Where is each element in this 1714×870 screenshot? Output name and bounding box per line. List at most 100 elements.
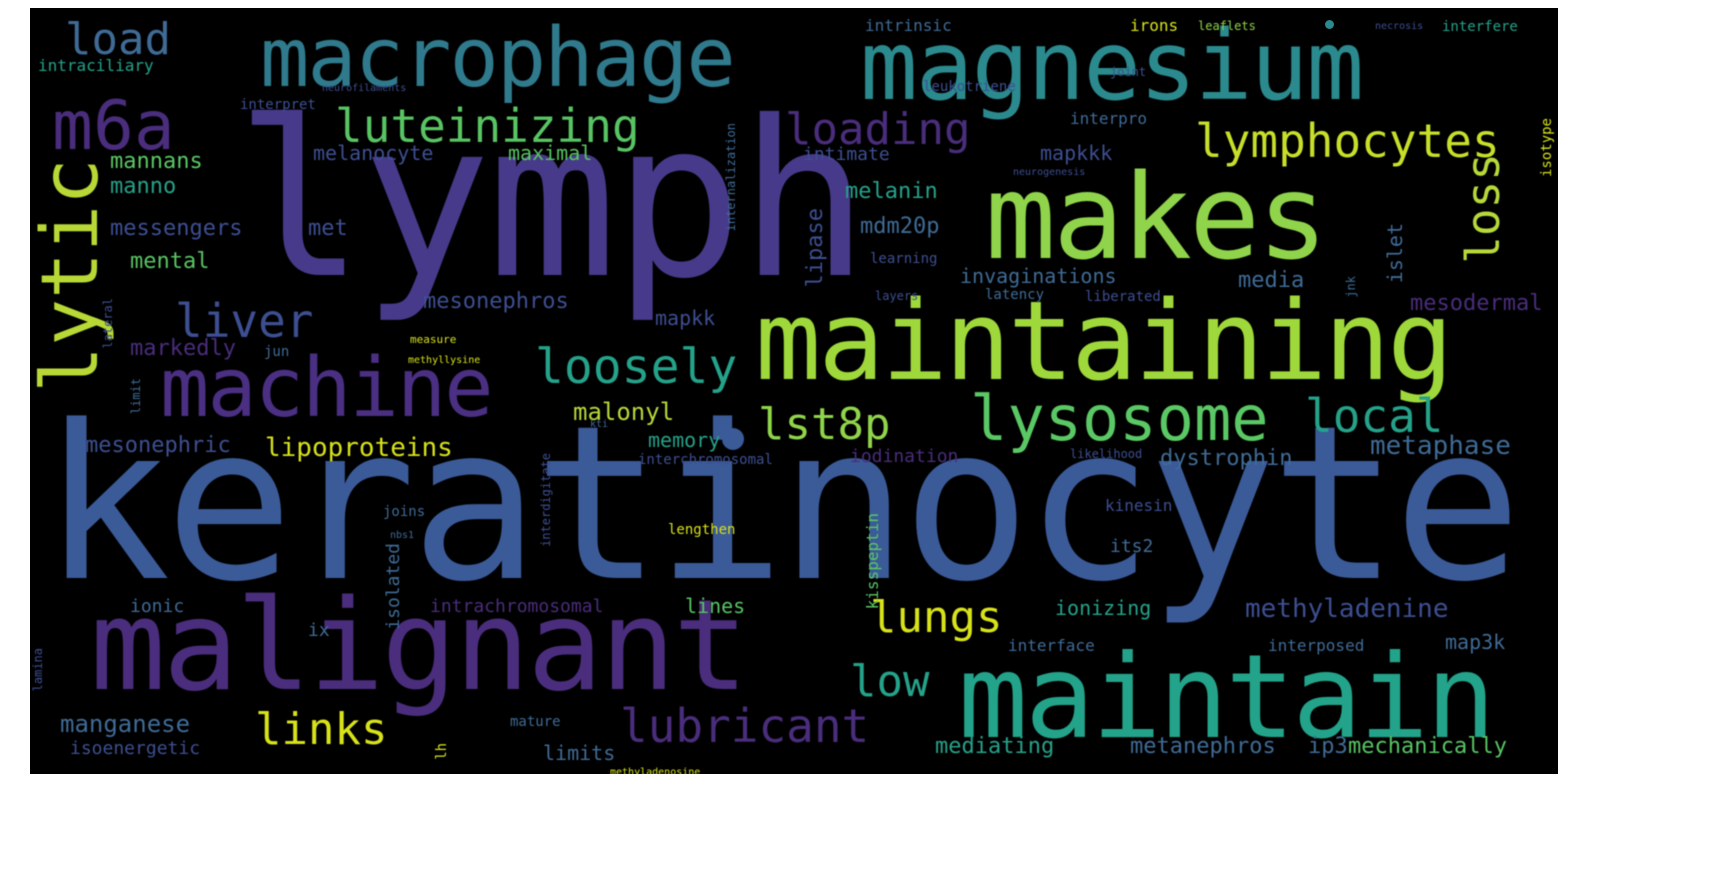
word-joins: joins (383, 504, 426, 520)
word-cloud-canvas: keratinocyte lymph magnesium macrophage … (30, 8, 1558, 774)
word-interpret: interpret (240, 97, 316, 113)
word-dystrophin: dystrophin (1160, 446, 1293, 471)
word-lungs: lungs (870, 592, 1003, 643)
word-intrachromosomal: intrachromosomal (430, 596, 604, 617)
word-neurogenesis: neurogenesis (1013, 167, 1086, 178)
word-kti: kti (590, 419, 609, 430)
word-neurofilaments: neurofilaments (322, 83, 407, 94)
word-loss: loss (1456, 153, 1510, 264)
word-malonyl: malonyl (573, 398, 675, 426)
word-mediating: mediating (935, 734, 1055, 759)
word-mental: mental (130, 249, 210, 274)
word-mannans: mannans (110, 149, 203, 174)
word-mdm20p: mdm20p (860, 214, 940, 239)
word-macrophage: macrophage (260, 11, 736, 106)
word-manganese: manganese (60, 710, 191, 738)
word-luteinizing: luteinizing (335, 99, 640, 153)
word-nbs1: nbs1 (390, 530, 415, 541)
word-messengers: messengers (110, 216, 243, 241)
word-mapkkk: mapkkk (1040, 141, 1113, 165)
word-measure: measure (410, 333, 457, 346)
word-manno: manno (110, 174, 177, 199)
word-lytic: lytic (30, 158, 116, 393)
word-markedly: markedly (130, 336, 236, 361)
word-lst8p: lst8p (758, 399, 891, 450)
word-metanephros: metanephros (1130, 734, 1276, 759)
word-ionic: ionic (130, 596, 185, 617)
word-jnk: jnk (1344, 276, 1358, 298)
word-lengthen: lengthen (668, 522, 736, 538)
word-lymph: lymph (235, 75, 869, 326)
word-internalization: internalization (724, 123, 738, 232)
word-methyladenosine: methyladenosine (610, 767, 701, 775)
word-kinesin: kinesin (1105, 496, 1173, 515)
word-mechanically: mechanically (1348, 734, 1507, 759)
word-jun: jun (264, 344, 290, 360)
word-lh: lh (434, 743, 450, 760)
word-leaflets: leaflets (1198, 19, 1256, 33)
word-ip3: ip3 (1308, 734, 1348, 759)
word-map3k: map3k (1445, 630, 1506, 654)
word-loading: loading (785, 104, 971, 155)
word-magnesium: magnesium (860, 10, 1364, 122)
dot-top (1325, 20, 1334, 29)
word-intertere: interfere (1442, 19, 1518, 35)
word-lymphocytes: lymphocytes (1195, 114, 1500, 168)
dot-mid (722, 428, 744, 450)
word-malignant: malignant (90, 572, 749, 719)
word-joint: joint (1110, 65, 1147, 79)
word-invaginations: invaginations (960, 264, 1117, 288)
word-methyllysine: methyllysine (408, 355, 481, 366)
word-latency: latency (985, 287, 1045, 303)
word-interpro: interpro (1070, 109, 1148, 128)
word-intraciliary: intraciliary (38, 56, 154, 75)
word-isoenergetic: isoenergetic (70, 738, 201, 759)
word-loosely: loosely (535, 339, 738, 395)
word-intimate: intimate (803, 144, 890, 165)
word-lamina: lamina (31, 648, 45, 692)
word-maximal: maximal (508, 141, 593, 165)
word-mature: mature (510, 714, 561, 730)
word-interface: interface (1008, 636, 1095, 655)
word-low: low (850, 656, 930, 707)
word-liver: liver (175, 294, 314, 348)
word-its2: its2 (1110, 536, 1154, 557)
word-lipase: lipase (803, 208, 828, 288)
word-likelihood: likelihood (1070, 447, 1143, 461)
word-layers: layers (875, 289, 919, 303)
word-interchromosomal: interchromosomal (638, 452, 773, 468)
word-met: met (308, 216, 348, 241)
word-machine: machine (160, 341, 494, 436)
word-iodination: iodination (850, 446, 959, 467)
word-necrosis: necrosis (1375, 21, 1424, 32)
word-mesodermal: mesodermal (1410, 291, 1543, 316)
word-lubricant: lubricant (620, 699, 870, 753)
word-islet: islet (1383, 223, 1407, 284)
word-intrinsic: intrinsic (865, 16, 952, 35)
word-limits: limits (543, 741, 616, 765)
word-maintaining: maintaining (755, 277, 1453, 405)
word-melanin: melanin (845, 179, 938, 204)
word-lipoproteins: lipoproteins (265, 433, 453, 463)
word-kisspeptin: kisspeptin (863, 513, 882, 610)
word-lines: lines (685, 594, 746, 618)
word-interposed: interposed (1268, 636, 1365, 655)
word-lateral: lateral (101, 298, 115, 349)
word-learning: learning (870, 251, 938, 267)
word-m6a: m6a (52, 87, 175, 166)
word-makes: makes (985, 148, 1328, 286)
word-local: local (1305, 389, 1444, 443)
word-isolated: isolated (383, 543, 404, 630)
word-media: media (1238, 268, 1305, 293)
word-leukotriene: leukotriene (923, 79, 1016, 95)
word-load: load (65, 14, 171, 65)
word-methyladenine: methyladenine (1245, 594, 1449, 624)
word-melanocyte: melanocyte (313, 141, 434, 165)
word-liberated: liberated (1085, 289, 1161, 305)
word-maintain: maintain (958, 630, 1496, 765)
word-interdigitate: interdigitate (539, 453, 553, 547)
word-links: links (255, 704, 388, 755)
word-metaphase: metaphase (1370, 431, 1511, 461)
word-mesonephric: mesonephric (85, 433, 231, 458)
